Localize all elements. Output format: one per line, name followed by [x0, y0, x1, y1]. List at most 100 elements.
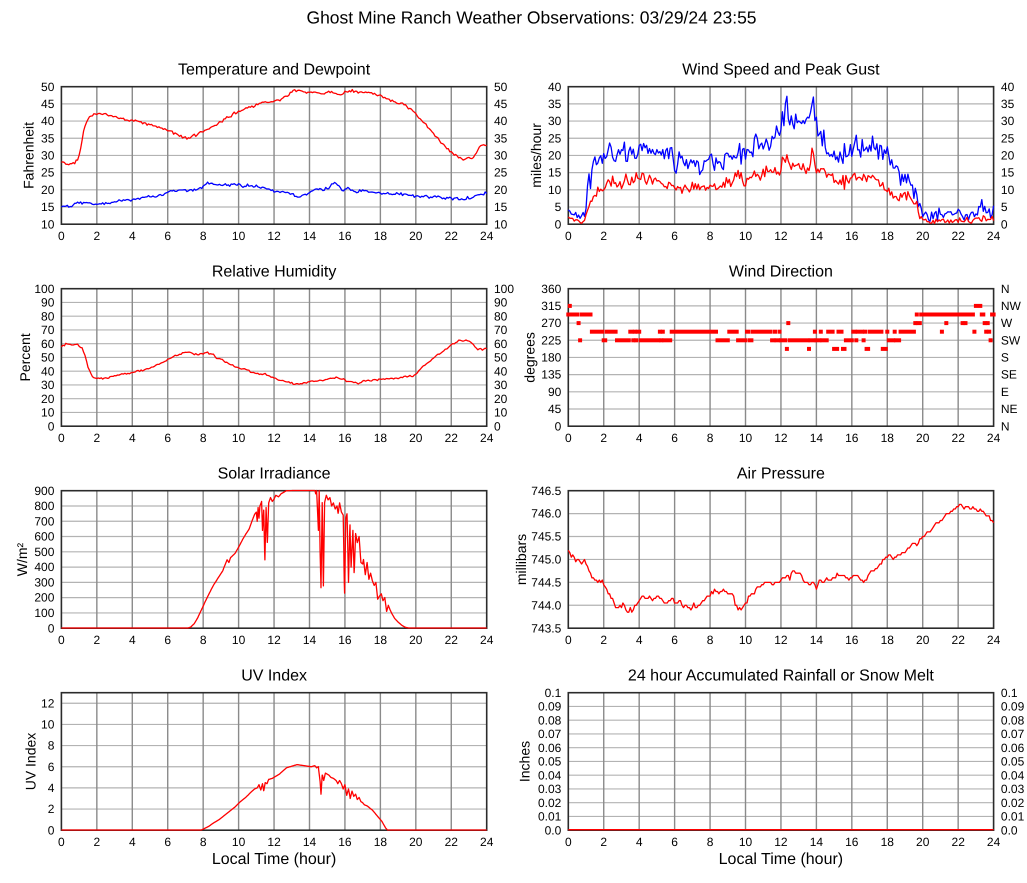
svg-text:25: 25	[41, 166, 55, 180]
svg-text:10: 10	[232, 633, 246, 647]
svg-text:24: 24	[987, 633, 1001, 647]
svg-text:30: 30	[1001, 114, 1015, 128]
svg-text:NE: NE	[1001, 402, 1018, 416]
svg-text:22: 22	[952, 431, 966, 445]
svg-text:0.06: 0.06	[1001, 741, 1025, 755]
svg-text:40: 40	[548, 80, 562, 94]
svg-text:45: 45	[494, 97, 508, 111]
svg-text:UV Index: UV Index	[23, 733, 39, 791]
svg-text:24 hour Accumulated Rainfall o: 24 hour Accumulated Rainfall or Snow Mel…	[628, 668, 934, 685]
svg-text:744.5: 744.5	[531, 576, 561, 590]
svg-text:6: 6	[671, 835, 678, 849]
svg-text:Wind Speed and Peak Gust: Wind Speed and Peak Gust	[682, 62, 880, 79]
svg-text:0.03: 0.03	[1001, 782, 1025, 796]
svg-text:20: 20	[494, 183, 508, 197]
svg-text:14: 14	[303, 229, 317, 243]
svg-text:0.09: 0.09	[538, 700, 562, 714]
svg-text:18: 18	[374, 229, 388, 243]
svg-text:8: 8	[200, 229, 207, 243]
svg-text:0: 0	[48, 419, 55, 433]
svg-text:70: 70	[41, 323, 55, 337]
svg-text:20: 20	[916, 835, 930, 849]
svg-text:22: 22	[445, 835, 459, 849]
svg-text:315: 315	[541, 299, 561, 313]
svg-text:2: 2	[48, 802, 55, 816]
svg-text:745.0: 745.0	[531, 553, 561, 567]
svg-text:2: 2	[93, 835, 100, 849]
svg-text:20: 20	[494, 392, 508, 406]
svg-text:10: 10	[494, 217, 508, 231]
svg-text:UV Index: UV Index	[241, 668, 307, 685]
svg-text:12: 12	[774, 835, 788, 849]
svg-text:8: 8	[48, 739, 55, 753]
svg-text:0: 0	[565, 835, 572, 849]
svg-text:0: 0	[58, 431, 65, 445]
svg-text:18: 18	[881, 431, 895, 445]
svg-text:100: 100	[34, 282, 54, 296]
svg-text:35: 35	[41, 131, 55, 145]
svg-text:4: 4	[636, 835, 643, 849]
svg-text:90: 90	[41, 296, 55, 310]
svg-text:22: 22	[445, 633, 459, 647]
svg-text:24: 24	[987, 431, 1001, 445]
svg-text:0.1: 0.1	[545, 686, 562, 700]
svg-text:SW: SW	[1001, 333, 1021, 347]
svg-text:746.0: 746.0	[531, 507, 561, 521]
svg-text:20: 20	[916, 229, 930, 243]
svg-text:Ghost Mine Ranch Weather Obser: Ghost Mine Ranch Weather Observations: 0…	[306, 8, 756, 28]
svg-text:40: 40	[1001, 80, 1015, 94]
svg-text:4: 4	[48, 781, 55, 795]
svg-text:22: 22	[445, 431, 459, 445]
svg-text:14: 14	[303, 633, 317, 647]
svg-text:30: 30	[494, 378, 508, 392]
svg-text:360: 360	[541, 282, 561, 296]
svg-text:miles/hour: miles/hour	[528, 123, 544, 188]
svg-text:0: 0	[48, 621, 55, 635]
svg-text:22: 22	[952, 835, 966, 849]
svg-text:20: 20	[916, 431, 930, 445]
svg-text:50: 50	[494, 351, 508, 365]
svg-text:800: 800	[34, 499, 54, 513]
svg-text:24: 24	[480, 835, 494, 849]
svg-text:25: 25	[548, 131, 562, 145]
svg-text:20: 20	[41, 392, 55, 406]
svg-text:E: E	[1001, 385, 1009, 399]
svg-text:8: 8	[707, 431, 714, 445]
svg-text:20: 20	[409, 633, 423, 647]
svg-text:10: 10	[739, 633, 753, 647]
svg-text:18: 18	[374, 431, 388, 445]
svg-text:Inches: Inches	[517, 741, 533, 782]
svg-text:45: 45	[41, 97, 55, 111]
svg-text:Local Time (hour): Local Time (hour)	[719, 851, 844, 868]
svg-text:744.0: 744.0	[531, 598, 561, 612]
svg-text:2: 2	[600, 633, 607, 647]
svg-text:500: 500	[34, 545, 54, 559]
svg-text:10: 10	[548, 183, 562, 197]
svg-text:0.01: 0.01	[1001, 810, 1025, 824]
svg-text:4: 4	[129, 229, 136, 243]
svg-text:270: 270	[541, 316, 561, 330]
svg-text:24: 24	[480, 633, 494, 647]
svg-text:6: 6	[164, 633, 171, 647]
svg-text:30: 30	[41, 149, 55, 163]
svg-text:100: 100	[494, 282, 514, 296]
svg-text:18: 18	[881, 835, 895, 849]
svg-text:14: 14	[810, 633, 824, 647]
svg-text:6: 6	[164, 431, 171, 445]
svg-text:10: 10	[232, 229, 246, 243]
svg-text:14: 14	[810, 835, 824, 849]
svg-text:0: 0	[555, 217, 562, 231]
svg-text:0.0: 0.0	[545, 823, 562, 837]
svg-text:6: 6	[48, 760, 55, 774]
svg-text:0: 0	[565, 633, 572, 647]
svg-text:12: 12	[267, 633, 281, 647]
svg-text:6: 6	[671, 633, 678, 647]
svg-text:8: 8	[707, 835, 714, 849]
svg-text:35: 35	[548, 97, 562, 111]
svg-text:0.0: 0.0	[1001, 823, 1018, 837]
svg-text:20: 20	[41, 183, 55, 197]
svg-text:0.04: 0.04	[1001, 768, 1025, 782]
svg-text:Air Pressure: Air Pressure	[737, 466, 825, 483]
svg-text:0: 0	[565, 229, 572, 243]
svg-text:50: 50	[41, 351, 55, 365]
